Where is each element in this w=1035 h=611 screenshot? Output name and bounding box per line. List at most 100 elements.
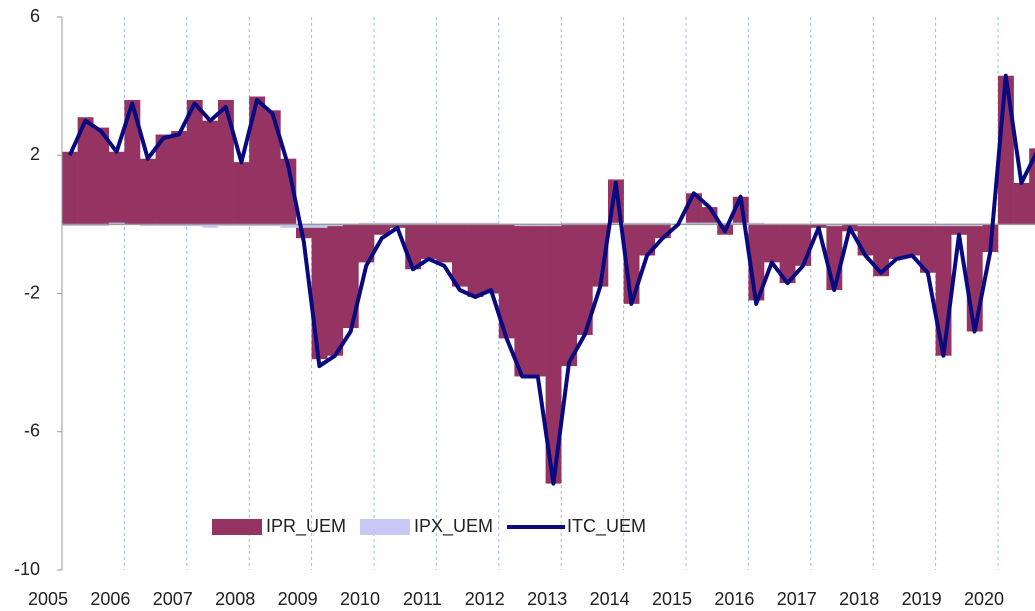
bar — [452, 224, 468, 287]
bar — [171, 131, 188, 225]
legend-item: ITC_UEM — [507, 516, 646, 537]
bar — [888, 224, 905, 259]
bar — [514, 224, 531, 377]
x-tick-label: 2005 — [28, 589, 68, 609]
bar — [654, 222, 671, 225]
y-tick-label: 2 — [30, 144, 40, 164]
bar — [576, 222, 593, 225]
bar — [764, 224, 780, 263]
bar — [498, 224, 515, 339]
bar — [639, 222, 656, 225]
x-tick-label: 2018 — [839, 589, 879, 609]
bar — [62, 224, 78, 227]
bar — [436, 224, 453, 263]
bar — [608, 222, 624, 225]
x-tick-label: 2017 — [777, 589, 817, 609]
bar — [171, 224, 188, 227]
x-tick-label: 2011 — [403, 589, 442, 609]
bar — [218, 99, 234, 225]
y-tick-label: -10 — [14, 559, 40, 579]
bar — [311, 224, 328, 228]
y-tick-label: -2 — [24, 282, 40, 302]
bar — [327, 224, 344, 227]
bar — [857, 224, 874, 256]
bar — [436, 222, 453, 225]
x-tick-label: 2015 — [652, 589, 692, 609]
bar — [155, 224, 172, 227]
bar — [966, 224, 983, 227]
y-tick-label: -6 — [24, 421, 40, 441]
bar — [467, 224, 484, 297]
bar — [623, 222, 640, 225]
x-tick-label: 2007 — [153, 589, 193, 609]
bar — [358, 224, 375, 263]
legend-item: IPX_UEM — [360, 516, 493, 537]
bar — [77, 224, 94, 227]
x-tick-label: 2012 — [465, 589, 505, 609]
bar — [701, 222, 718, 225]
bar — [545, 224, 562, 227]
bar — [202, 224, 219, 228]
legend-swatch — [212, 519, 262, 535]
bar — [1029, 148, 1035, 225]
bar — [686, 222, 702, 225]
bar — [374, 224, 390, 235]
bar — [202, 120, 219, 225]
bar — [966, 224, 983, 332]
bar — [280, 224, 297, 228]
bar — [561, 222, 578, 225]
x-tick-label: 2013 — [527, 589, 567, 609]
bar — [935, 224, 952, 227]
x-tick-label: 2009 — [278, 589, 318, 609]
bar — [108, 222, 125, 225]
line — [67, 73, 1035, 486]
x-tick-label: 2020 — [964, 589, 1004, 609]
bar — [186, 224, 203, 227]
bar — [452, 222, 468, 225]
bar — [545, 224, 562, 484]
bar — [264, 224, 281, 227]
bar — [951, 224, 968, 235]
bar — [264, 110, 281, 225]
bar — [748, 222, 765, 225]
bar — [920, 224, 936, 227]
bar — [639, 224, 656, 256]
bar — [1013, 182, 1030, 225]
x-tick-label: 2016 — [714, 589, 754, 609]
bar — [717, 222, 734, 225]
bar — [420, 222, 437, 225]
bar — [795, 224, 812, 266]
bar — [732, 222, 749, 225]
bar — [888, 224, 905, 227]
bar — [483, 222, 500, 225]
bar — [779, 224, 796, 284]
bar — [249, 224, 266, 227]
x-tick-label: 2010 — [340, 589, 380, 609]
legend-swatch — [360, 519, 411, 535]
bar — [405, 224, 422, 270]
bar — [374, 222, 390, 225]
bar — [857, 224, 874, 227]
bar — [108, 151, 125, 225]
bar — [576, 224, 593, 335]
bar — [873, 224, 890, 277]
bar — [826, 224, 843, 227]
bar — [62, 151, 78, 225]
legend-label: ITC_UEM — [567, 516, 646, 537]
bar — [405, 222, 422, 225]
x-tick-label: 2019 — [902, 589, 942, 609]
legend-item: IPR_UEM — [212, 516, 346, 537]
x-tick-label: 2008 — [215, 589, 255, 609]
bar — [904, 224, 921, 256]
bar — [93, 224, 110, 227]
bar — [140, 158, 156, 225]
x-tick-label: 2014 — [590, 589, 630, 609]
bar — [483, 224, 500, 294]
bar — [358, 222, 375, 225]
bar — [327, 224, 344, 356]
bar — [342, 224, 359, 329]
bar — [389, 222, 406, 225]
bar — [233, 224, 250, 227]
bar — [561, 224, 578, 367]
